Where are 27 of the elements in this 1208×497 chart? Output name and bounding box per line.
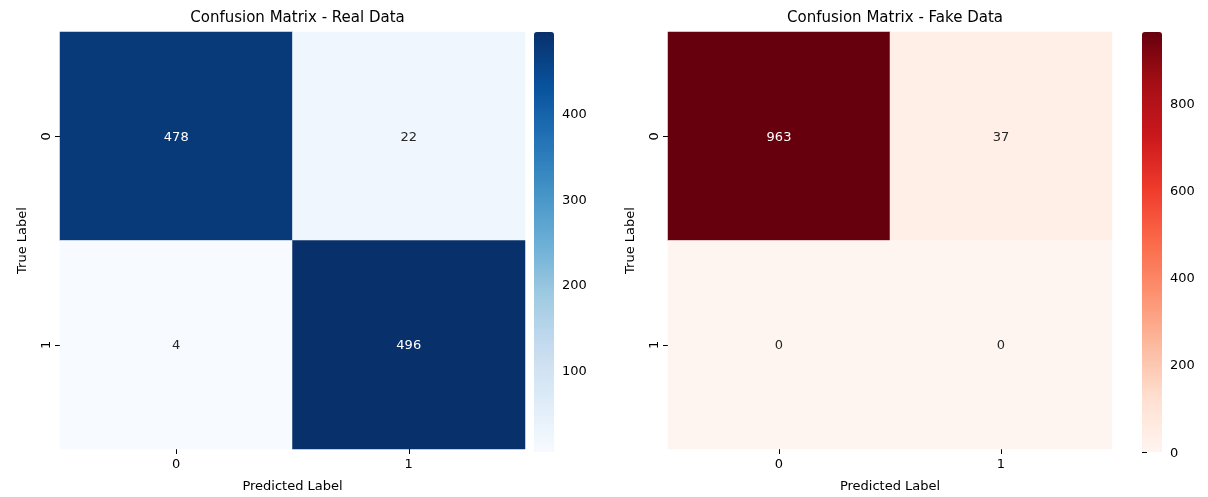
data-label: 963 [766,128,792,144]
y-axis-title: True Label [14,207,29,275]
x-tick-label: 0 [774,456,784,471]
color-bar-label: 200 [562,277,587,293]
data-label: 478 [163,128,189,144]
color-bar-label: 400 [562,106,587,122]
chart-title: Confusion Matrix - Fake Data [787,7,1003,26]
x-tick-label: 0 [172,456,181,471]
color-bar-label: 400 [1170,270,1195,286]
color-bar-label: 100 [562,362,587,378]
data-label: 37 [992,128,1010,144]
color-bar-label: 300 [562,191,587,207]
data-label: 496 [396,337,422,353]
color-bar-label: 600 [1170,182,1195,198]
data-label: 0 [774,337,784,353]
data-label: 22 [400,128,418,144]
chart-title: Confusion Matrix - Real Data [190,7,405,26]
x-tick-label: 1 [996,456,1006,471]
y-axis-title: True Label [622,207,637,275]
color-bar-label: 800 [1170,95,1195,111]
color-bar-label: 200 [1170,357,1195,373]
x-axis-title: Predicted Label [242,478,343,493]
x-axis-title: Predicted Label [839,478,941,493]
data-label: 4 [172,337,181,353]
data-label: 0 [996,337,1006,353]
color-bar-label: 0 [1170,444,1179,460]
x-tick-label: 1 [404,456,413,471]
